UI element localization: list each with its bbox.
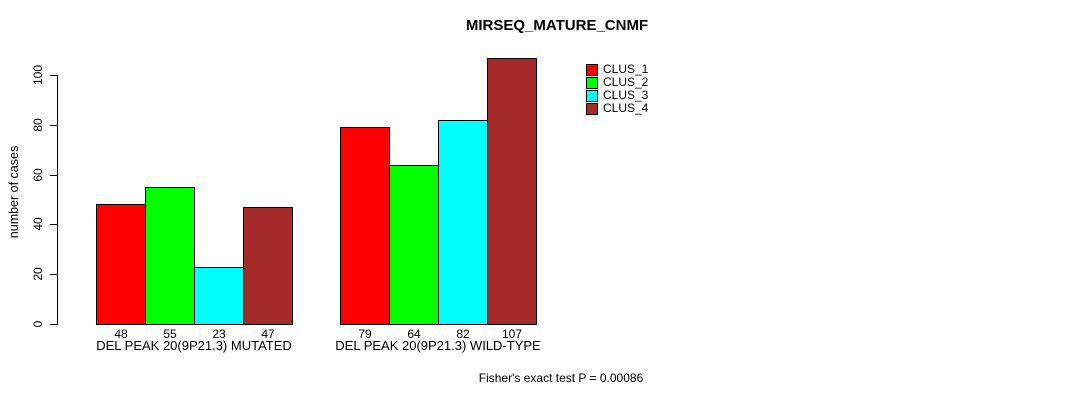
y-axis-tick [50, 274, 57, 276]
legend-item-clus_1: CLUS_1 [586, 63, 648, 76]
y-axis-tick [50, 324, 57, 325]
x-category-label: DEL PEAK 20(9P21.3) WILD-TYPE [335, 338, 541, 353]
legend-item-clus_3: CLUS_3 [586, 89, 648, 102]
bar-value-label: 82 [456, 327, 470, 341]
legend-label: CLUS_4 [603, 101, 649, 115]
bar-clus_1 [340, 127, 390, 325]
bar-clus_3 [438, 119, 488, 325]
y-axis-tick [50, 224, 57, 226]
bar-clus_1 [96, 204, 146, 325]
annotation-text: Fisher's exact test P = 0.00086 [478, 371, 644, 385]
bar-value-label: 55 [163, 327, 177, 341]
legend-item-clus_4: CLUS_4 [586, 102, 648, 115]
bar-clus_4 [243, 206, 293, 325]
legend-swatch [586, 89, 598, 102]
legend-swatch [586, 102, 598, 115]
bar-clus_2 [389, 164, 439, 325]
y-axis-tick [50, 75, 57, 76]
bar-value-label: 48 [114, 327, 128, 341]
legend-label: CLUS_2 [603, 75, 649, 89]
y-axis-tick-label: 80 [31, 118, 45, 132]
bar-clus_4 [487, 57, 537, 325]
bar-value-label: 107 [501, 327, 523, 341]
legend-label: CLUS_1 [603, 62, 649, 76]
bar-clus_2 [145, 187, 195, 325]
legend: CLUS_1 CLUS_2 CLUS_3 CLUS_4 [586, 63, 648, 115]
chart-title: MIRSEQ_MATURE_CNMF [465, 17, 649, 34]
y-axis-tick-label: 20 [31, 267, 45, 281]
legend-item-clus_2: CLUS_2 [586, 76, 648, 89]
y-axis-tick-label: 60 [31, 167, 45, 182]
legend-swatch [586, 76, 598, 89]
legend-swatch [586, 63, 598, 76]
y-axis-tick-label: 100 [31, 64, 45, 86]
bar-value-label: 47 [261, 327, 275, 341]
x-category-label: DEL PEAK 20(9P21.3) MUTATED [96, 338, 292, 353]
y-axis-label: number of cases [7, 145, 21, 239]
y-axis-line [57, 75, 58, 325]
y-axis-tick [50, 174, 57, 176]
y-axis-tick [50, 124, 57, 126]
legend-label: CLUS_3 [603, 88, 649, 102]
bar-value-label: 23 [212, 327, 226, 341]
y-axis-tick-label: 40 [31, 217, 45, 232]
bar-value-label: 79 [358, 327, 372, 341]
bar-clus_3 [194, 266, 244, 325]
y-axis-tick-label: 0 [31, 320, 45, 328]
bar-value-label: 64 [407, 327, 421, 341]
